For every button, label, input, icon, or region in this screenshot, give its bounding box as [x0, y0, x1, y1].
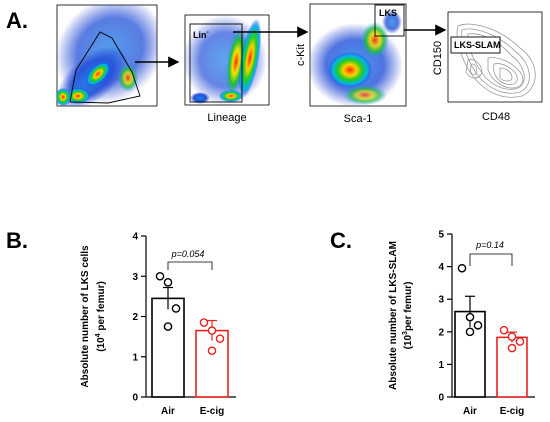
- data-point: [515, 337, 525, 346]
- p-value-annotation: p=0.054: [171, 249, 205, 259]
- category-label: E-cig: [500, 406, 524, 417]
- y-axis-title-line1: Absolute number of LKS cells: [80, 245, 91, 388]
- y-tick-label: 0: [132, 393, 138, 404]
- y-tick-label: 1: [438, 360, 444, 371]
- lin-gate-label: Lin-: [193, 29, 210, 40]
- p-value-annotation: p=0.14: [475, 240, 504, 250]
- data-point: [473, 320, 483, 330]
- y-axis-title-line2: (104 per femur): [95, 281, 107, 352]
- panel-letter-b: B.: [6, 228, 28, 253]
- lks-gate-label: LKS: [379, 8, 397, 18]
- y-tick-label: 5: [438, 230, 444, 241]
- flow-plot-1: [56, 4, 158, 107]
- sca1-axis-label: Sca-1: [344, 113, 373, 125]
- significance-bracket: [167, 261, 213, 270]
- ckit-axis-label: c-Kit: [295, 44, 307, 66]
- data-point: [507, 343, 517, 353]
- data-point: [163, 322, 173, 331]
- y-tick-label: 3: [132, 272, 138, 283]
- y-tick-label: 2: [132, 312, 138, 323]
- data-point: [215, 334, 225, 343]
- significance-bracket: [469, 253, 513, 266]
- data-point: [207, 346, 217, 356]
- category-label: E-cig: [200, 406, 224, 417]
- flow-plot-3: LKS Sca-1 c-Kit: [295, 3, 407, 125]
- y-axis-title-line2: (103per femur): [402, 282, 414, 350]
- y-tick-label: 3: [438, 295, 444, 306]
- data-point: [507, 332, 517, 341]
- flow-plot-4: LKS-SLAM CD48 CD150: [432, 11, 543, 123]
- data-point: [465, 327, 475, 337]
- lks-gate: [374, 4, 405, 37]
- gate-polygon: [69, 31, 141, 104]
- cd48-axis-label: CD48: [482, 111, 510, 123]
- category-label: Air: [463, 406, 477, 417]
- lks-slam-gate: [450, 36, 501, 54]
- data-point: [163, 277, 173, 287]
- data-point: [171, 304, 181, 313]
- data-point: [199, 318, 209, 327]
- data-point: [207, 326, 217, 335]
- y-axis-title-line1: Absolute number of LKS-SLAM: [388, 241, 399, 390]
- cd150-axis-label: CD150: [432, 41, 444, 75]
- bar-chart-lks-slam: 0 1 2 3 4 5 Air E-cig Absolute number of LKS-S…: [388, 230, 535, 417]
- y-tick-label: 0: [438, 393, 444, 404]
- y-tick-label: 4: [132, 232, 138, 243]
- bar-chart-lks: 0 1 2 3 4 Air E-cig Absolute number of LKS ce…: [80, 232, 236, 417]
- data-point: [457, 263, 467, 273]
- data-point: [499, 325, 509, 335]
- panel-letter-c: C.: [330, 228, 352, 253]
- bar-air: [151, 297, 185, 398]
- panel-letter-a: A.: [6, 8, 28, 33]
- data-point: [465, 312, 475, 322]
- flow-plot-2: Lin- Lineage: [184, 14, 270, 124]
- lin-gate: [189, 23, 243, 103]
- y-tick-label: 2: [438, 327, 444, 338]
- category-label: Air: [161, 406, 175, 417]
- y-tick-label: 4: [438, 262, 444, 273]
- y-tick-label: 1: [132, 352, 138, 363]
- lks-slam-gate-label: LKS-SLAM: [454, 40, 501, 50]
- data-point: [155, 271, 165, 281]
- lineage-axis-label: Lineage: [207, 112, 246, 124]
